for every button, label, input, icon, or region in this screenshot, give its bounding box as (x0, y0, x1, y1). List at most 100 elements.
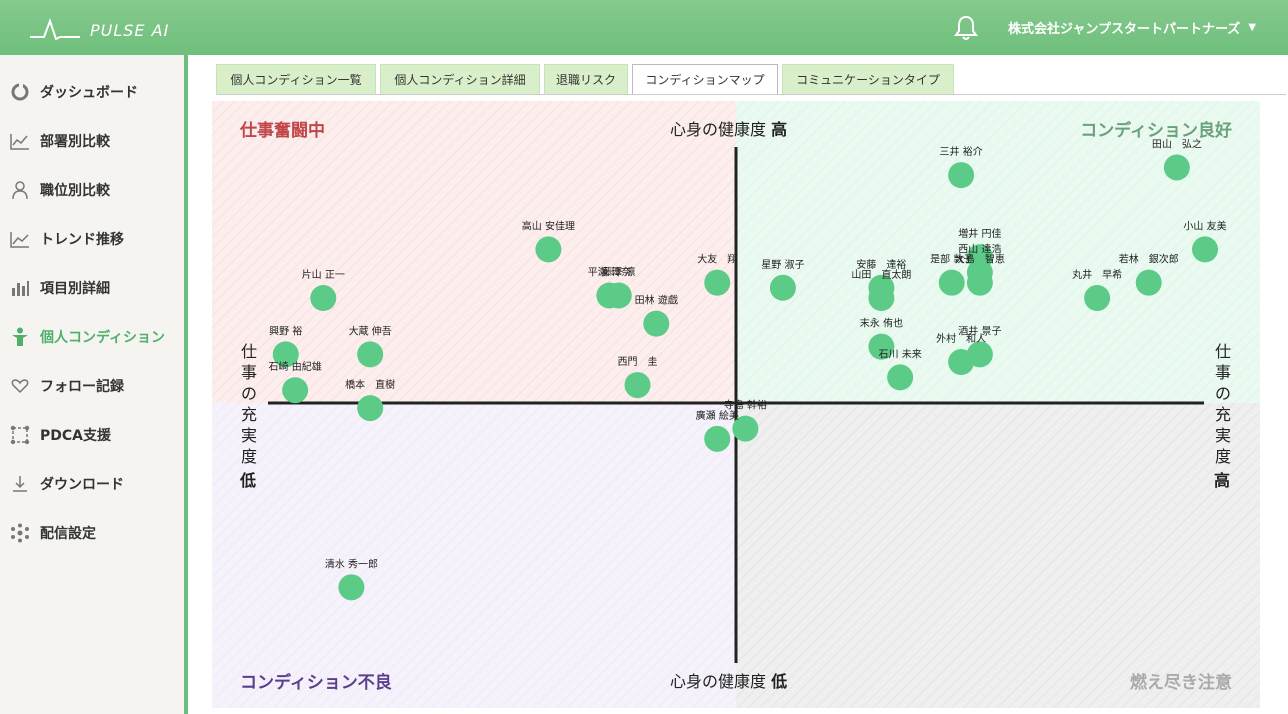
tab-condition-map[interactable]: コンディションマップ (632, 64, 778, 95)
employee-name-label: 是部 敦子 (930, 253, 973, 266)
employee-dot[interactable] (938, 269, 965, 296)
x-axis-right-label: 仕事の充実度 (1214, 342, 1231, 466)
app-logo[interactable]: PULSE AI (30, 16, 169, 44)
quadrant-top-right-bg (736, 101, 1260, 403)
employee-dot[interactable] (966, 269, 993, 296)
employee-point[interactable]: 星野 淑子 (761, 258, 804, 301)
employee-dot[interactable] (868, 333, 895, 360)
employee-dot[interactable] (338, 574, 365, 601)
sidebar-item-detail[interactable]: 項目別詳細 (0, 268, 184, 308)
download-icon (10, 474, 30, 494)
employee-point[interactable]: 若林 銀次郎 (1119, 253, 1179, 296)
employee-point[interactable]: 田林 遊戯 (635, 294, 678, 337)
sidebar-item-trend[interactable]: トレンド推移 (0, 219, 184, 259)
employee-dot[interactable] (1163, 154, 1190, 181)
tab-personal-detail[interactable]: 個人コンディション詳細 (380, 64, 540, 94)
employee-point[interactable]: 小山 友美 (1183, 219, 1227, 263)
tab-label: 個人コンディション一覧 (230, 73, 362, 87)
quadrant-label-top-right: コンディション良好 (1080, 121, 1232, 141)
employee-dot[interactable] (1084, 285, 1111, 312)
employee-dot[interactable] (769, 274, 796, 301)
employee-name-label: 橋本 直樹 (345, 378, 395, 391)
y-axis-name: 心身の健康度 (670, 672, 767, 691)
tab-label: コミュニケーションタイプ (796, 73, 940, 87)
sidebar-item-personal-condition[interactable]: 個人コンディション (0, 317, 184, 357)
y-axis-high: 高 (771, 120, 788, 139)
employee-name-label: 平瀬 玲奈 (588, 265, 631, 278)
employee-point[interactable]: 大蔵 伸吾 (349, 324, 392, 368)
employee-name-label: 小山 友美 (1183, 219, 1226, 232)
employee-dot[interactable] (732, 415, 759, 442)
employee-point[interactable]: 大友 翔 (697, 253, 737, 296)
sidebar-item-position[interactable]: 職位別比較 (0, 170, 184, 210)
employee-dot[interactable] (624, 372, 651, 399)
employee-point[interactable]: 藤澤 凛 (602, 265, 635, 309)
employee-point[interactable]: 山田 直太朗 (851, 268, 911, 312)
employee-point[interactable]: 寺島 幹裕 (724, 399, 767, 442)
bell-icon[interactable] (954, 15, 978, 41)
employee-point[interactable]: 高山 安佳理 (522, 219, 575, 263)
sidebar-item-department[interactable]: 部署別比較 (0, 121, 184, 161)
employee-name-label: 田山 弘之 (1152, 137, 1202, 150)
employee-point[interactable]: 廣瀬 絵美 (696, 409, 739, 452)
employee-point[interactable]: 田山 弘之 (1152, 137, 1202, 181)
bar-detail-icon (10, 278, 30, 298)
employee-dot[interactable] (868, 285, 895, 312)
employee-dot[interactable] (704, 269, 731, 296)
distribution-icon (10, 523, 30, 543)
tab-retirement-risk[interactable]: 退職リスク (544, 64, 628, 94)
sidebar-item-pdca[interactable]: PDCA支援 (0, 415, 184, 455)
employee-dot[interactable] (357, 395, 384, 422)
employee-name-label: 石崎 由紀雄 (269, 360, 322, 373)
y-axis-bottom-label: 心身の健康度 低 (670, 668, 787, 692)
employee-point[interactable]: 末永 侑也 (860, 317, 903, 360)
employee-name-label: 末永 侑也 (860, 317, 903, 330)
employee-point[interactable]: 橋本 直樹 (345, 378, 395, 422)
employee-point[interactable]: 石川 未来 (879, 348, 922, 391)
employee-dot[interactable] (948, 162, 975, 189)
employee-dot[interactable] (887, 364, 914, 391)
employee-point[interactable]: 丸井 早希 (1072, 268, 1122, 312)
sidebar-item-download[interactable]: ダウンロード (0, 464, 184, 504)
employee-dot[interactable] (535, 236, 562, 263)
employee-point[interactable]: 外村 和人 (936, 332, 986, 376)
condition-map: 三井 裕介 田山 弘之 増井 円佳 西山 達浩 小山 友美 星野 淑子 安藤 達裕 是部 敦子… (212, 101, 1260, 708)
employee-dot[interactable] (272, 341, 299, 368)
employee-dot[interactable] (948, 349, 975, 376)
employee-dot[interactable] (704, 425, 731, 452)
employee-name-label: 増井 円佳 (958, 227, 1001, 240)
sidebar-item-distribution[interactable]: 配信設定 (0, 513, 184, 553)
employee-dot[interactable] (605, 282, 632, 309)
tab-personal-list[interactable]: 個人コンディション一覧 (216, 64, 376, 94)
employee-dot[interactable] (1192, 236, 1218, 263)
employee-name-label: 丸井 早希 (1072, 268, 1122, 281)
employee-name-label: 若林 銀次郎 (1119, 253, 1179, 266)
employee-name-label: 片山 正一 (302, 268, 345, 281)
employee-point[interactable]: 西門 圭 (618, 355, 658, 399)
company-selector[interactable]: 株式会社ジャンプスタートパートナーズ ▼ (1008, 18, 1256, 37)
employee-dot[interactable] (282, 377, 309, 404)
tab-label: 退職リスク (555, 73, 616, 87)
sidebar-item-follow-record[interactable]: フォロー記録 (0, 366, 184, 406)
employee-point[interactable]: 大島 智恵 (955, 253, 1005, 296)
employee-dot[interactable] (310, 285, 337, 312)
quadrant-label-bottom-left: コンディション不良 (240, 673, 392, 693)
employee-dot[interactable] (1135, 269, 1162, 296)
sidebar-item-dashboard[interactable]: ダッシュボード (0, 72, 184, 112)
employee-name-label: 安藤 達裕 (856, 258, 906, 271)
employee-point[interactable]: 清水 秀一郎 (325, 557, 378, 601)
employee-dot[interactable] (643, 310, 670, 337)
employee-point[interactable]: 石崎 由紀雄 (269, 360, 322, 404)
employee-point[interactable]: 是部 敦子 (930, 253, 973, 296)
employee-dot[interactable] (357, 341, 384, 368)
hands-heart-icon (10, 376, 30, 396)
employee-name-label: 田林 遊戯 (635, 294, 678, 307)
employee-point[interactable]: 片山 正一 (302, 268, 345, 312)
employee-point[interactable]: 興野 裕 (269, 324, 302, 368)
employee-name-label: 星野 淑子 (761, 258, 804, 271)
employee-point[interactable]: 三井 裕介 (940, 145, 983, 189)
quadrant-bottom-right-bg (736, 403, 1260, 708)
person-icon (10, 327, 30, 347)
quadrant-top-left-bg (212, 101, 736, 403)
tab-communication-type[interactable]: コミュニケーションタイプ (782, 64, 954, 94)
